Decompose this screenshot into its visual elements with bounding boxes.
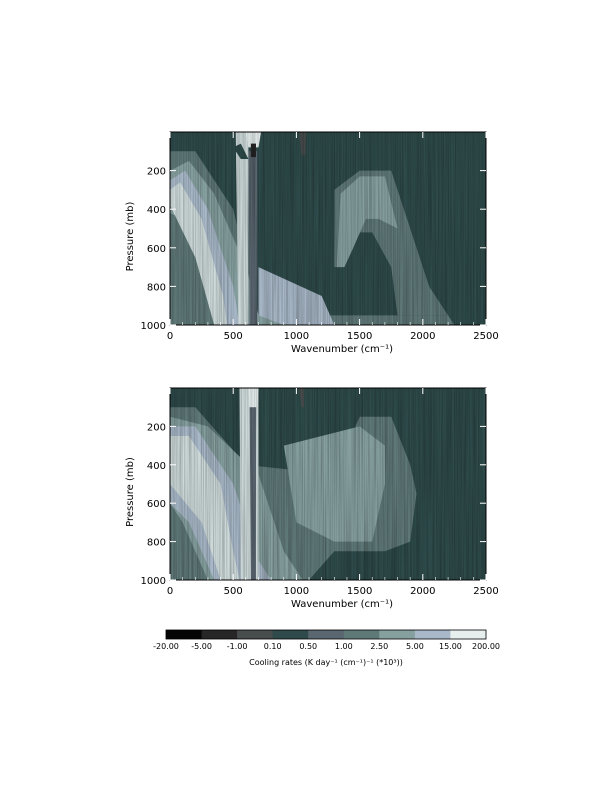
x-tick-label: 1000: [284, 331, 309, 342]
x-tick-label: 1000: [284, 586, 309, 597]
x-tick-label: 500: [224, 331, 243, 342]
colorbar-frame: [165, 629, 487, 640]
x-tick-label: 2000: [410, 586, 435, 597]
x-tick-label: 2000: [410, 331, 435, 342]
plot-frame: [169, 131, 487, 326]
spectral-streak-texture: [170, 388, 486, 580]
y-tick-label: 800: [147, 282, 166, 293]
x-tick-label: 0: [167, 586, 173, 597]
colorbar-tick-label: 1.00: [335, 642, 353, 651]
heatmap-bottom: 0 500 1000 1500 2000 2500 200 400 600 800 1000 Wave…: [125, 387, 499, 610]
colorbar-tick-label: -1.00: [227, 642, 248, 651]
colorbar-tick-label: 2.50: [370, 642, 388, 651]
y-tick-label: 200: [147, 422, 166, 433]
y-tick-label: 1000: [141, 321, 166, 332]
colorbar-label: Cooling rates (K day⁻¹ (cm⁻¹)⁻¹ (*10³)): [249, 658, 403, 667]
y-tick-label: 400: [147, 461, 166, 472]
y-axis-label: Pressure (mb): [125, 202, 136, 272]
x-tick-label: 0: [167, 331, 173, 342]
x-tick-label: 2500: [473, 331, 498, 342]
colorbar-swatch: [201, 630, 238, 639]
colorbar-legend: -20.00 -5.00 -1.00 0.10 0.50 1.00 2.50 5.00 15.0…: [153, 629, 500, 651]
colorbar-swatch: [237, 630, 274, 639]
colorbar-tick-label: 15.00: [439, 642, 462, 651]
colorbar-tick-label: -20.00: [153, 642, 179, 651]
y-tick-label: 600: [147, 244, 166, 255]
colorbar-swatch: [343, 630, 380, 639]
y-tick-label: 200: [147, 167, 166, 178]
y-tick-label: 600: [147, 499, 166, 510]
y-tick-label: 400: [147, 205, 166, 216]
colorbar-swatch: [414, 630, 451, 639]
x-axis-label: Wavenumber (cm⁻¹): [291, 599, 393, 610]
spectral-streak-texture: [170, 132, 486, 325]
x-axis-label: Wavenumber (cm⁻¹): [291, 344, 393, 355]
colorbar-swatch: [166, 630, 203, 639]
colorbar-tick-label: 0.10: [264, 642, 282, 651]
plot-frame: [169, 387, 487, 581]
x-tick-label: 500: [224, 586, 243, 597]
heatmap-top: 0 500 1000 1500 2000 2500 200 400 600 800 1000 Wave…: [125, 131, 499, 355]
colorbar-swatch: [379, 630, 416, 639]
heatmap-field: [170, 132, 486, 325]
x-tick-label: 1500: [347, 586, 372, 597]
colorbar-tick-label: 0.50: [299, 642, 317, 651]
x-tick-label: 2500: [473, 586, 498, 597]
y-tick-label: 800: [147, 538, 166, 549]
colorbar-swatch: [308, 630, 345, 639]
y-tick-label: 1000: [141, 576, 166, 587]
y-axis-label: Pressure (mb): [125, 457, 136, 527]
colorbar-swatch: [272, 630, 309, 639]
colorbar-tick-label: -5.00: [191, 642, 212, 651]
colorbar-tick-label: 200.00: [472, 642, 500, 651]
colorbar-tick-label: 5.00: [406, 642, 424, 651]
heatmap-field: [170, 388, 486, 580]
colorbar-swatch: [450, 630, 487, 639]
x-tick-label: 1500: [347, 331, 372, 342]
